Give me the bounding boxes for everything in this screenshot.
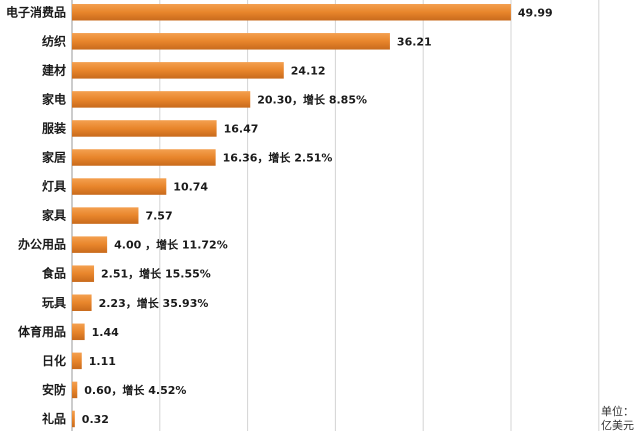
category-label: 办公用品 <box>18 237 66 252</box>
data-label: 4.00 ，增长 11.72% <box>114 238 228 252</box>
bar <box>72 207 139 224</box>
category-label: 家居 <box>42 150 66 165</box>
bar <box>72 62 284 79</box>
data-label: 24.12 <box>291 64 326 77</box>
category-label: 礼品 <box>42 411 66 426</box>
bar <box>72 178 167 195</box>
category-label: 服装 <box>42 120 66 135</box>
unit-label-line-1: 单位： <box>601 405 634 418</box>
data-label: 2.51，增长 15.55% <box>101 267 211 281</box>
bar <box>72 381 78 399</box>
bar <box>72 410 75 428</box>
bar <box>72 323 85 341</box>
category-label: 电子消费品 <box>6 4 66 19</box>
bar <box>72 120 217 137</box>
data-label: 0.60，增长 4.52% <box>84 383 186 397</box>
category-label: 家具 <box>42 208 66 223</box>
bar <box>72 91 251 108</box>
data-label: 20.30，增长 8.85% <box>257 92 367 106</box>
unit-label: 单位： 亿美元 <box>601 405 634 433</box>
category-label: 日化 <box>42 353 66 368</box>
bar <box>72 294 92 311</box>
category-label: 家电 <box>42 91 66 106</box>
unit-label-line-2: 亿美元 <box>601 419 634 432</box>
bar <box>72 236 108 253</box>
category-label: 灯具 <box>42 179 66 194</box>
bar <box>72 4 511 21</box>
data-label: 49.99 <box>518 6 553 19</box>
data-label: 7.57 <box>145 210 172 223</box>
category-label: 建材 <box>41 62 66 77</box>
bar <box>72 352 82 370</box>
data-label: 0.32 <box>82 413 109 426</box>
category-label: 纺织 <box>42 33 66 48</box>
data-label: 36.21 <box>397 35 432 48</box>
category-label: 食品 <box>41 266 66 281</box>
data-label: 2.23，增长 35.93% <box>99 296 209 310</box>
data-label: 1.11 <box>89 355 116 368</box>
category-label: 玩具 <box>42 296 66 310</box>
category-label: 体育用品 <box>18 324 66 339</box>
bar <box>72 33 390 50</box>
data-label: 16.47 <box>224 122 259 135</box>
bar <box>72 265 95 282</box>
data-label: 10.74 <box>173 181 208 194</box>
category-label: 安防 <box>42 382 66 397</box>
bar <box>72 149 216 166</box>
data-label: 1.44 <box>92 326 119 339</box>
data-label: 16.36，增长 2.51% <box>223 151 333 165</box>
